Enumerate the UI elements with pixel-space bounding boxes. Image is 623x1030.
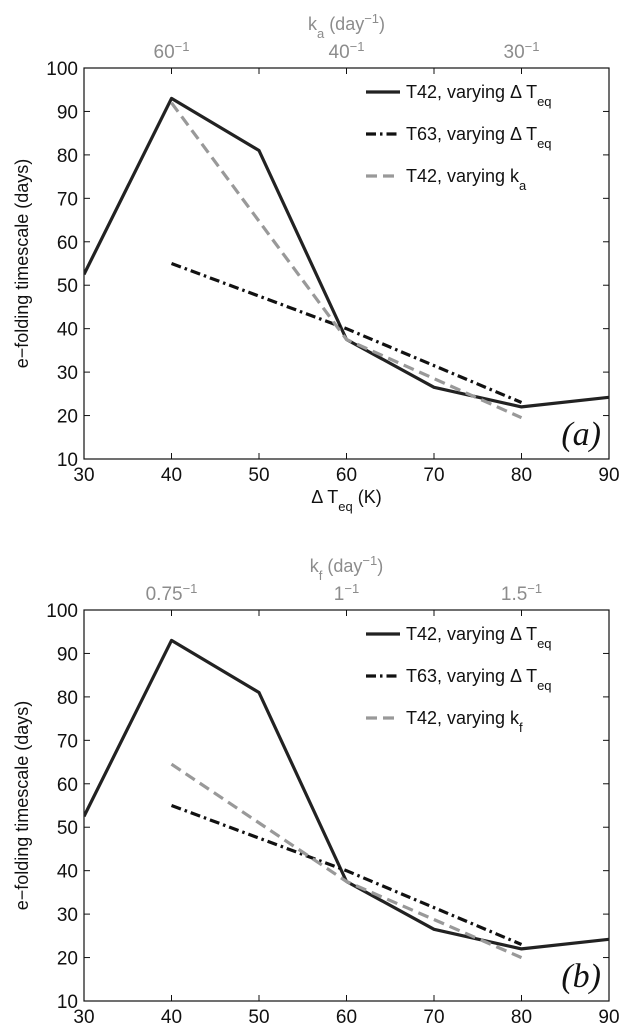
series-line-2 bbox=[170, 804, 523, 946]
y-tick-label: 90 bbox=[57, 644, 78, 665]
x-tick-label: 60 bbox=[336, 465, 357, 486]
legend-entry-2: T63, varying Δ Teq bbox=[406, 666, 552, 693]
y-tick-label: 50 bbox=[57, 276, 78, 297]
y-tick-label: 30 bbox=[57, 363, 78, 384]
series-line-2 bbox=[170, 262, 523, 404]
x-tick-label: 50 bbox=[248, 1007, 269, 1028]
y-tick-label: 90 bbox=[57, 102, 78, 123]
top-tick-label: 60−1 bbox=[154, 39, 190, 64]
y-axis-label: e−folding timescale (days) bbox=[12, 159, 32, 369]
x-tick-label: 80 bbox=[511, 465, 532, 486]
x-tick-label: 50 bbox=[248, 465, 269, 486]
y-tick-label: 30 bbox=[57, 905, 78, 926]
x-tick-label: 40 bbox=[161, 1007, 182, 1028]
y-tick-label: 40 bbox=[57, 862, 78, 883]
panel-a: 30 40 50 60 70 80 90 10 20 30 40 50 60 70 80 90 100 60−1 4… bbox=[12, 11, 620, 514]
top-tick-label: 40−1 bbox=[329, 39, 365, 64]
top-tick-label: 1−1 bbox=[334, 581, 359, 606]
legend-entry-1: T42, varying Δ Teq bbox=[406, 82, 552, 109]
y-tick-label: 60 bbox=[57, 233, 78, 254]
panel-tag: (b) bbox=[561, 958, 601, 995]
top-axis-label: ka (day−1) bbox=[308, 11, 385, 41]
x-tick-label: 30 bbox=[73, 465, 94, 486]
y-axis-label: e−folding timescale (days) bbox=[12, 701, 32, 911]
series-line-1 bbox=[84, 638, 609, 951]
legend-entry-2: T63, varying Δ Teq bbox=[406, 124, 552, 151]
panel-tag: (a) bbox=[561, 416, 601, 453]
series-line-3 bbox=[170, 101, 523, 420]
y-tick-label: 10 bbox=[57, 450, 78, 471]
y-tick-label: 100 bbox=[46, 601, 78, 622]
x-tick-label: 40 bbox=[161, 465, 182, 486]
x-tick-label: 90 bbox=[598, 1007, 619, 1028]
series-line-3 bbox=[170, 762, 523, 960]
y-tick-label: 20 bbox=[57, 949, 78, 970]
x-tick-label: 70 bbox=[423, 1007, 444, 1028]
y-tick-label: 50 bbox=[57, 818, 78, 839]
y-tick-label: 70 bbox=[57, 189, 78, 210]
y-tick-label: 70 bbox=[57, 731, 78, 752]
y-tick-label: 80 bbox=[57, 146, 78, 167]
y-tick-label: 20 bbox=[57, 407, 78, 428]
series-line-1 bbox=[84, 96, 609, 409]
x-tick-label: 30 bbox=[73, 1007, 94, 1028]
x-tick-label: 90 bbox=[598, 465, 619, 486]
legend-entry-3: T42, varying kf bbox=[406, 708, 523, 735]
y-tick-label: 80 bbox=[57, 688, 78, 709]
top-tick-label: 1.5−1 bbox=[501, 581, 542, 606]
y-tick-label: 40 bbox=[57, 320, 78, 341]
top-tick-label: 0.75−1 bbox=[146, 581, 198, 606]
x-axis-label: Δ Teq (K) bbox=[311, 487, 382, 514]
x-tick-label: 80 bbox=[511, 1007, 532, 1028]
x-tick-label: 70 bbox=[423, 465, 444, 486]
y-tick-label: 10 bbox=[57, 992, 78, 1013]
y-tick-label: 100 bbox=[46, 59, 78, 80]
y-tick-label: 60 bbox=[57, 775, 78, 796]
legend-entry-3: T42, varying ka bbox=[406, 166, 527, 193]
x-tick-label: 60 bbox=[336, 1007, 357, 1028]
top-tick-label: 30−1 bbox=[504, 39, 540, 64]
panel-b: 30 40 50 60 70 80 90 10 20 30 40 50 60 70 80 90 100 0.75−… bbox=[12, 553, 620, 1030]
top-axis-label: kf (day−1) bbox=[310, 553, 383, 583]
legend-entry-1: T42, varying Δ Teq bbox=[406, 624, 552, 651]
